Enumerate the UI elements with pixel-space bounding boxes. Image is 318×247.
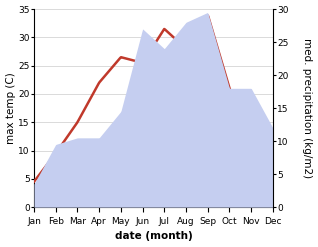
Y-axis label: max temp (C): max temp (C) bbox=[5, 72, 16, 144]
X-axis label: date (month): date (month) bbox=[114, 231, 192, 242]
Y-axis label: med. precipitation (kg/m2): med. precipitation (kg/m2) bbox=[302, 38, 313, 178]
